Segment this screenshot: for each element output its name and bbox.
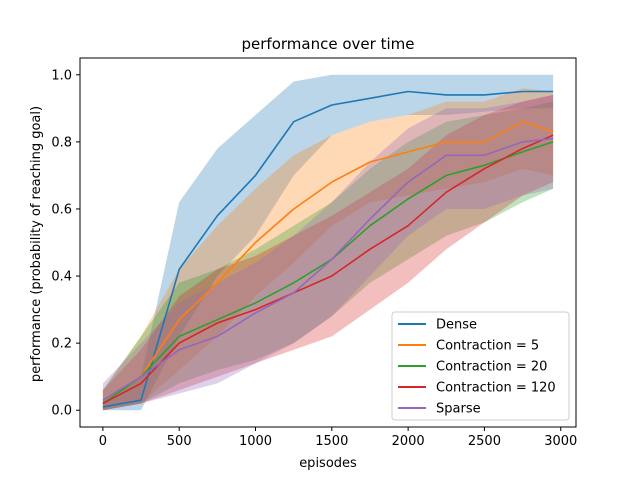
band-4 (102, 94, 554, 411)
legend-label-1: Contraction = 5 (436, 339, 539, 354)
y-axis-label: performance (probability of reaching goa… (29, 106, 44, 382)
band-3 (102, 94, 554, 411)
x-tick-label: 1000 (239, 434, 272, 449)
x-ticks: 0 500 1000 1500 2000 2500 3000 (99, 427, 577, 449)
x-tick-label: 500 (167, 434, 192, 449)
series-line-0 (102, 90, 554, 408)
axes (79, 57, 577, 428)
series-line-4 (102, 137, 554, 401)
y-ticks: 0.0 0.2 0.4 0.6 0.8 1.0 (51, 68, 80, 419)
x-axis-label: episodes (299, 456, 357, 471)
chart-title: performance over time (242, 35, 415, 53)
legend-label-4: Sparse (436, 402, 481, 417)
y-tick-label: 0.2 (51, 337, 72, 352)
band-0 (102, 74, 554, 411)
x-tick-label: 1500 (315, 434, 348, 449)
y-tick-label: 0.4 (51, 270, 72, 285)
band-1 (102, 88, 554, 411)
plot-frame (79, 57, 577, 428)
y-tick-label: 1.0 (51, 68, 72, 83)
x-tick-label: 2000 (392, 434, 425, 449)
x-tick-label: 3000 (544, 434, 577, 449)
legend-label-2: Contraction = 20 (436, 360, 547, 375)
series-line-3 (102, 134, 554, 405)
legend-label-0: Dense (436, 318, 477, 333)
series-lines (102, 90, 554, 408)
x-tick-label: 0 (99, 434, 107, 449)
legend: Dense Contraction = 5 Contraction = 20 Cont… (391, 311, 570, 421)
y-tick-label: 0.6 (51, 202, 72, 217)
legend-label-3: Contraction = 120 (436, 381, 556, 396)
legend-box (391, 311, 570, 421)
x-tick-label: 2500 (468, 434, 501, 449)
series-line-1 (102, 120, 554, 405)
y-tick-label: 0.8 (51, 135, 72, 150)
y-tick-label: 0.0 (51, 404, 72, 419)
